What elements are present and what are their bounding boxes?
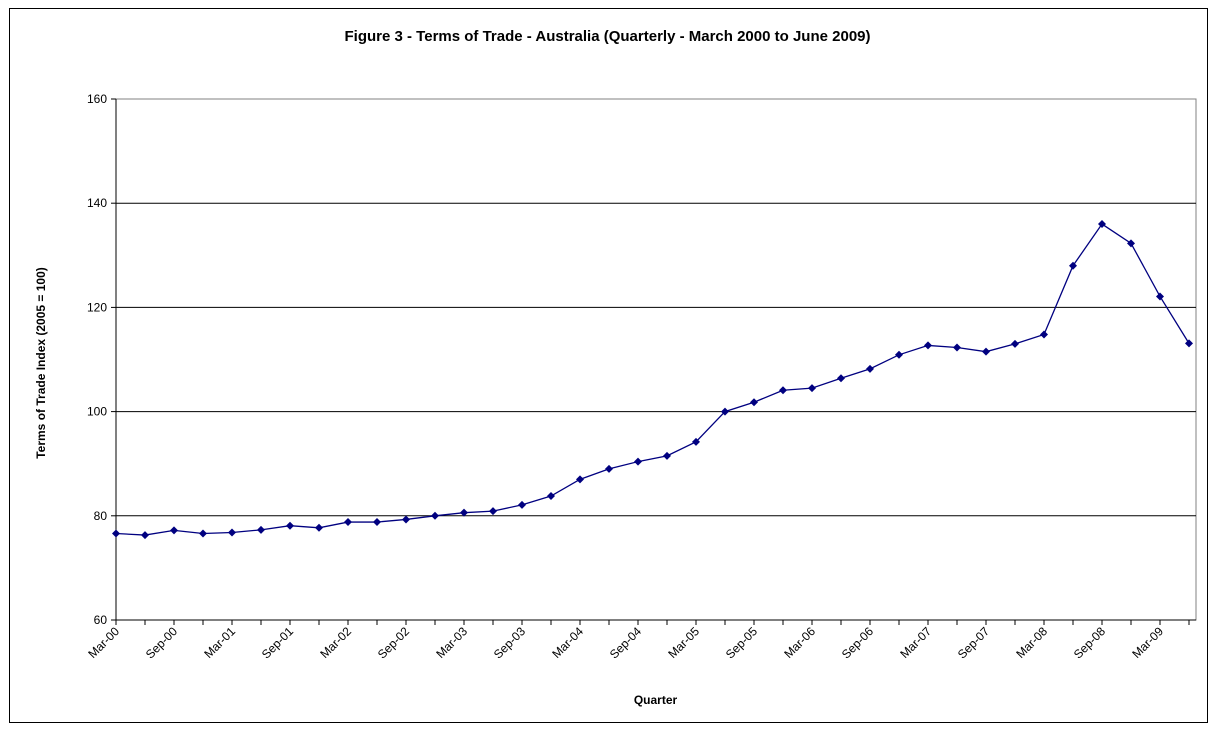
x-tick-label: Sep-05 bbox=[723, 624, 760, 661]
y-tick-label: 60 bbox=[94, 613, 108, 627]
data-point bbox=[489, 507, 497, 516]
x-tick-label: Sep-04 bbox=[607, 624, 644, 661]
x-tick-label: Sep-00 bbox=[143, 624, 180, 661]
x-tick-label: Sep-08 bbox=[1071, 624, 1108, 661]
data-point bbox=[315, 523, 323, 532]
data-point bbox=[402, 515, 410, 524]
x-tick-label: Mar-01 bbox=[201, 624, 238, 661]
y-tick-label: 80 bbox=[94, 509, 108, 523]
series-line bbox=[115, 223, 1190, 536]
x-tick-label: Mar-00 bbox=[85, 624, 122, 661]
data-point bbox=[286, 521, 294, 530]
x-tick-label: Mar-02 bbox=[317, 624, 354, 661]
data-point bbox=[373, 518, 381, 527]
data-point bbox=[1011, 339, 1019, 348]
x-tick-label: Mar-03 bbox=[433, 624, 470, 661]
x-axis-label-wrap: Quarter bbox=[0, 693, 1215, 707]
y-tick-label: 120 bbox=[87, 300, 107, 314]
data-point bbox=[257, 525, 265, 534]
x-tick-label: Mar-06 bbox=[781, 624, 818, 661]
x-tick-label: Mar-04 bbox=[549, 624, 586, 661]
data-point bbox=[1040, 330, 1048, 339]
x-tick-label: Mar-09 bbox=[1129, 624, 1166, 661]
data-point bbox=[460, 508, 468, 517]
data-point bbox=[547, 492, 555, 501]
data-point bbox=[1069, 261, 1077, 270]
x-tick-label: Sep-07 bbox=[955, 624, 992, 661]
data-point bbox=[982, 347, 990, 356]
x-tick-label: Sep-03 bbox=[491, 624, 528, 661]
data-point bbox=[431, 511, 439, 520]
data-point bbox=[779, 386, 787, 395]
y-tick-label: 100 bbox=[87, 405, 107, 419]
data-point bbox=[112, 529, 120, 538]
data-point bbox=[895, 350, 903, 359]
chart-title: Figure 3 - Terms of Trade - Australia (Q… bbox=[344, 28, 871, 45]
x-tick-label: Sep-01 bbox=[259, 624, 296, 661]
data-point bbox=[1156, 292, 1164, 301]
y-tick-label: 140 bbox=[87, 196, 107, 210]
data-point bbox=[605, 464, 613, 473]
data-point bbox=[953, 343, 961, 352]
data-point bbox=[1127, 239, 1135, 248]
x-tick-label: Mar-05 bbox=[665, 624, 702, 661]
data-point bbox=[518, 500, 526, 509]
x-tick-label: Mar-08 bbox=[1013, 624, 1050, 661]
data-point bbox=[808, 384, 816, 393]
data-point bbox=[1185, 339, 1193, 348]
data-point bbox=[1098, 220, 1106, 229]
data-point bbox=[170, 526, 178, 535]
x-tick-label: Mar-07 bbox=[897, 624, 934, 661]
x-tick-label: Sep-02 bbox=[375, 624, 412, 661]
data-point bbox=[141, 531, 149, 540]
data-point bbox=[866, 364, 874, 373]
data-point bbox=[344, 518, 352, 527]
data-point bbox=[576, 475, 584, 484]
data-point bbox=[837, 374, 845, 383]
data-point bbox=[663, 451, 671, 460]
data-point bbox=[199, 529, 207, 538]
data-point bbox=[721, 407, 729, 416]
x-axis-label: Quarter bbox=[633, 693, 678, 707]
data-point bbox=[692, 437, 700, 446]
plot-area bbox=[115, 98, 1197, 621]
data-point bbox=[634, 457, 642, 466]
data-point bbox=[750, 398, 758, 407]
data-point bbox=[228, 528, 236, 537]
x-tick-label: Sep-06 bbox=[839, 624, 876, 661]
y-tick-label: 160 bbox=[87, 92, 107, 106]
data-point bbox=[924, 341, 932, 350]
